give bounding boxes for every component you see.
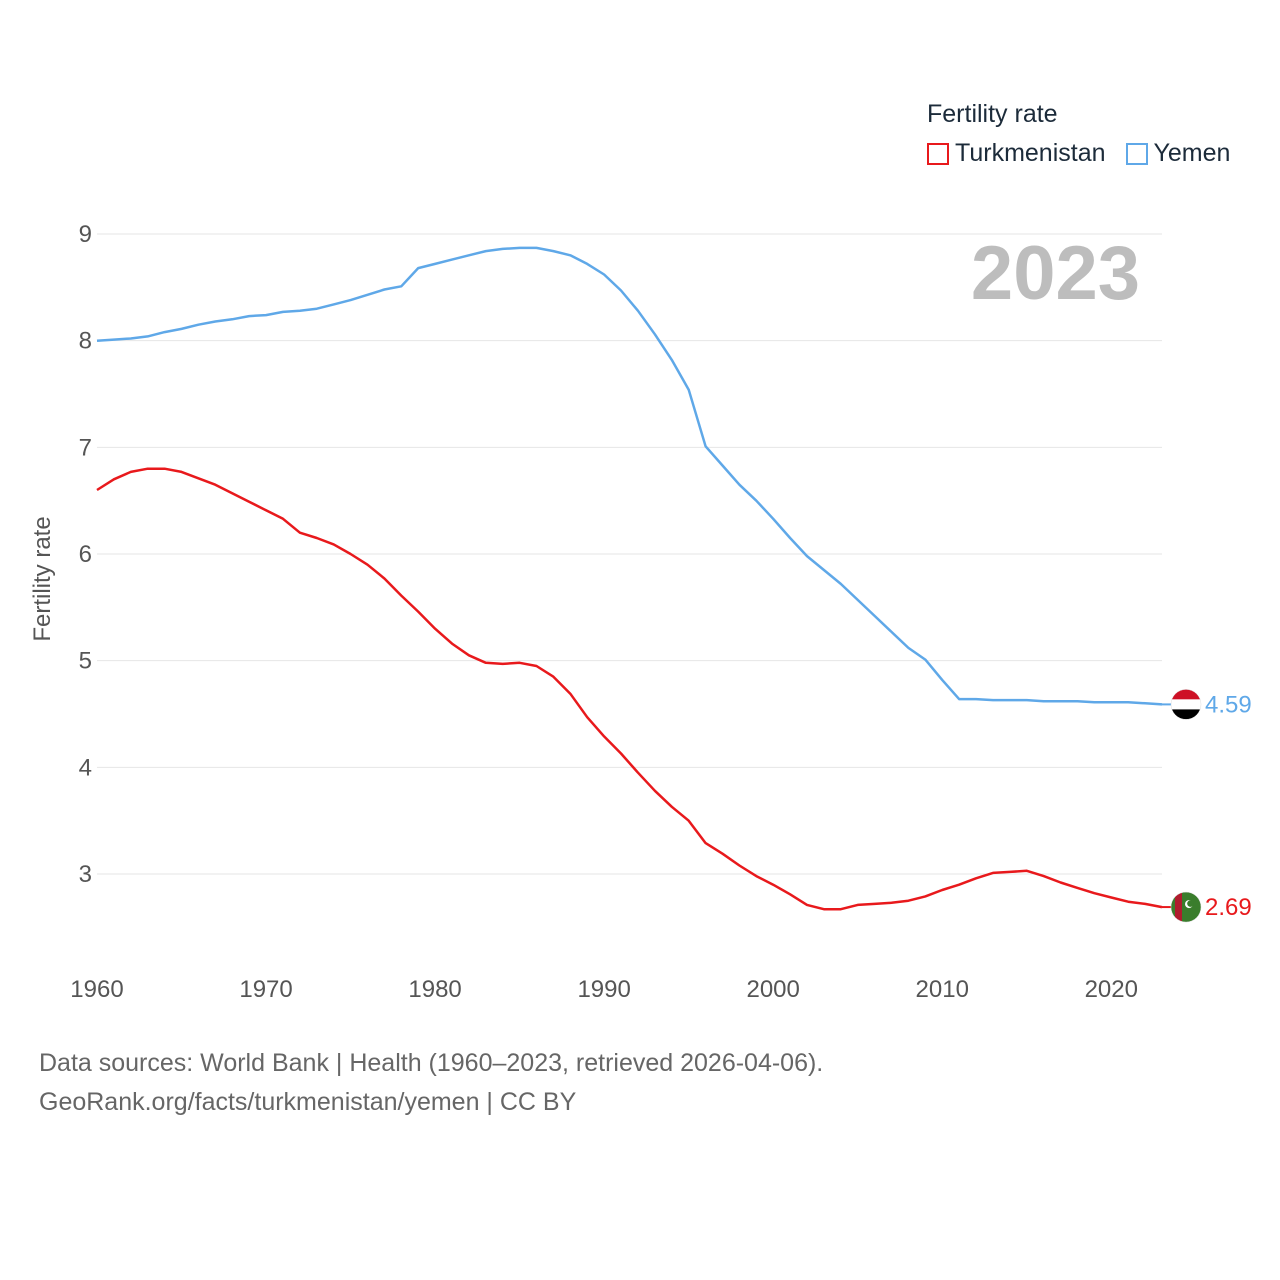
legend-swatch	[927, 142, 949, 165]
y-tick-label: 7	[79, 434, 92, 461]
footer: Data sources: World Bank | Health (1960–…	[39, 1044, 823, 1122]
series-line-yemen[interactable]	[96, 246, 1163, 706]
end-value-label: 2.69	[1205, 894, 1252, 921]
x-tick-label: 2010	[916, 976, 969, 1003]
x-tick-label: 2020	[1085, 976, 1138, 1003]
legend-label: Yemen	[1153, 139, 1231, 167]
attribution-link[interactable]: GeoRank.org/facts/turkmenistan/yemen | C…	[39, 1088, 577, 1116]
legend-item-yemen[interactable]: Yemen	[1125, 139, 1231, 168]
y-tick-label: 6	[79, 541, 92, 568]
legend: Fertility rate Turkmenistan Yemen	[927, 100, 1230, 168]
y-tick-label: 8	[79, 328, 92, 355]
flag-yemen-icon	[1170, 689, 1202, 720]
y-tick-label: 5	[79, 648, 92, 675]
x-tick-label: 1970	[239, 976, 292, 1003]
legend-label: Turkmenistan	[955, 139, 1106, 167]
end-value-label: 4.59	[1205, 691, 1252, 718]
y-axis-ticks: 3 4 5 6 7 8 9	[79, 221, 92, 888]
series	[96, 246, 1163, 911]
y-tick-label: 9	[79, 221, 92, 248]
y-tick-label: 3	[79, 861, 92, 888]
legend-swatch	[1125, 142, 1148, 165]
legend-item-turkmenistan[interactable]: Turkmenistan	[927, 139, 1106, 168]
year-stamp: 2023	[971, 231, 1140, 316]
x-tick-label: 1990	[577, 976, 630, 1003]
grid	[97, 233, 1162, 875]
flag-turkmenistan-icon	[1170, 891, 1202, 923]
legend-title: Fertility rate	[927, 100, 1058, 128]
y-tick-label: 4	[79, 754, 92, 781]
data-source-note: Data sources: World Bank | Health (1960–…	[39, 1049, 824, 1077]
x-axis-ticks: 1960 1970 1980 1990 2000 2010 2020	[70, 976, 1138, 1003]
x-tick-label: 1980	[408, 976, 461, 1003]
end-markers: 2.69 4.59	[1162, 689, 1252, 923]
y-axis-title: Fertility rate	[29, 516, 56, 641]
series-line-turkmenistan[interactable]	[96, 467, 1163, 911]
x-tick-label: 1960	[70, 976, 123, 1003]
x-tick-label: 2000	[746, 976, 799, 1003]
